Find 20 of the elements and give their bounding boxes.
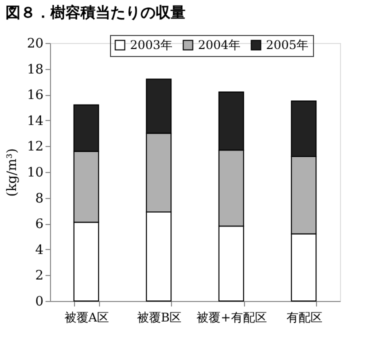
y-axis-title: (kg/m³)	[4, 148, 20, 197]
y-tick-label: 4	[35, 242, 44, 258]
legend-label: 2004年	[198, 38, 241, 52]
chart-title: 図８．樹容積当たりの収量	[5, 4, 186, 22]
x-tick-label: 被覆A区	[64, 310, 110, 324]
y-tick-label: 12	[26, 140, 44, 155]
legend-label: 2003年	[130, 38, 173, 52]
y-tick-label: 6	[35, 217, 44, 232]
y-tick-label: 0	[35, 294, 44, 310]
legend-label: 2005年	[266, 38, 309, 52]
y-tick-label: 8	[35, 191, 44, 206]
y-tick-label: 18	[26, 62, 44, 78]
x-tick-label: 被覆+有配区	[196, 310, 267, 324]
y-tick-label: 10	[26, 166, 44, 180]
y-tick-label: 16	[26, 88, 44, 104]
y-tick-label: 2	[35, 268, 44, 284]
x-tick-label: 被覆B区	[136, 310, 182, 324]
x-tick-label: 有配区	[286, 310, 322, 324]
y-tick-label: 14	[26, 114, 44, 129]
y-tick-label: 20	[26, 36, 44, 52]
